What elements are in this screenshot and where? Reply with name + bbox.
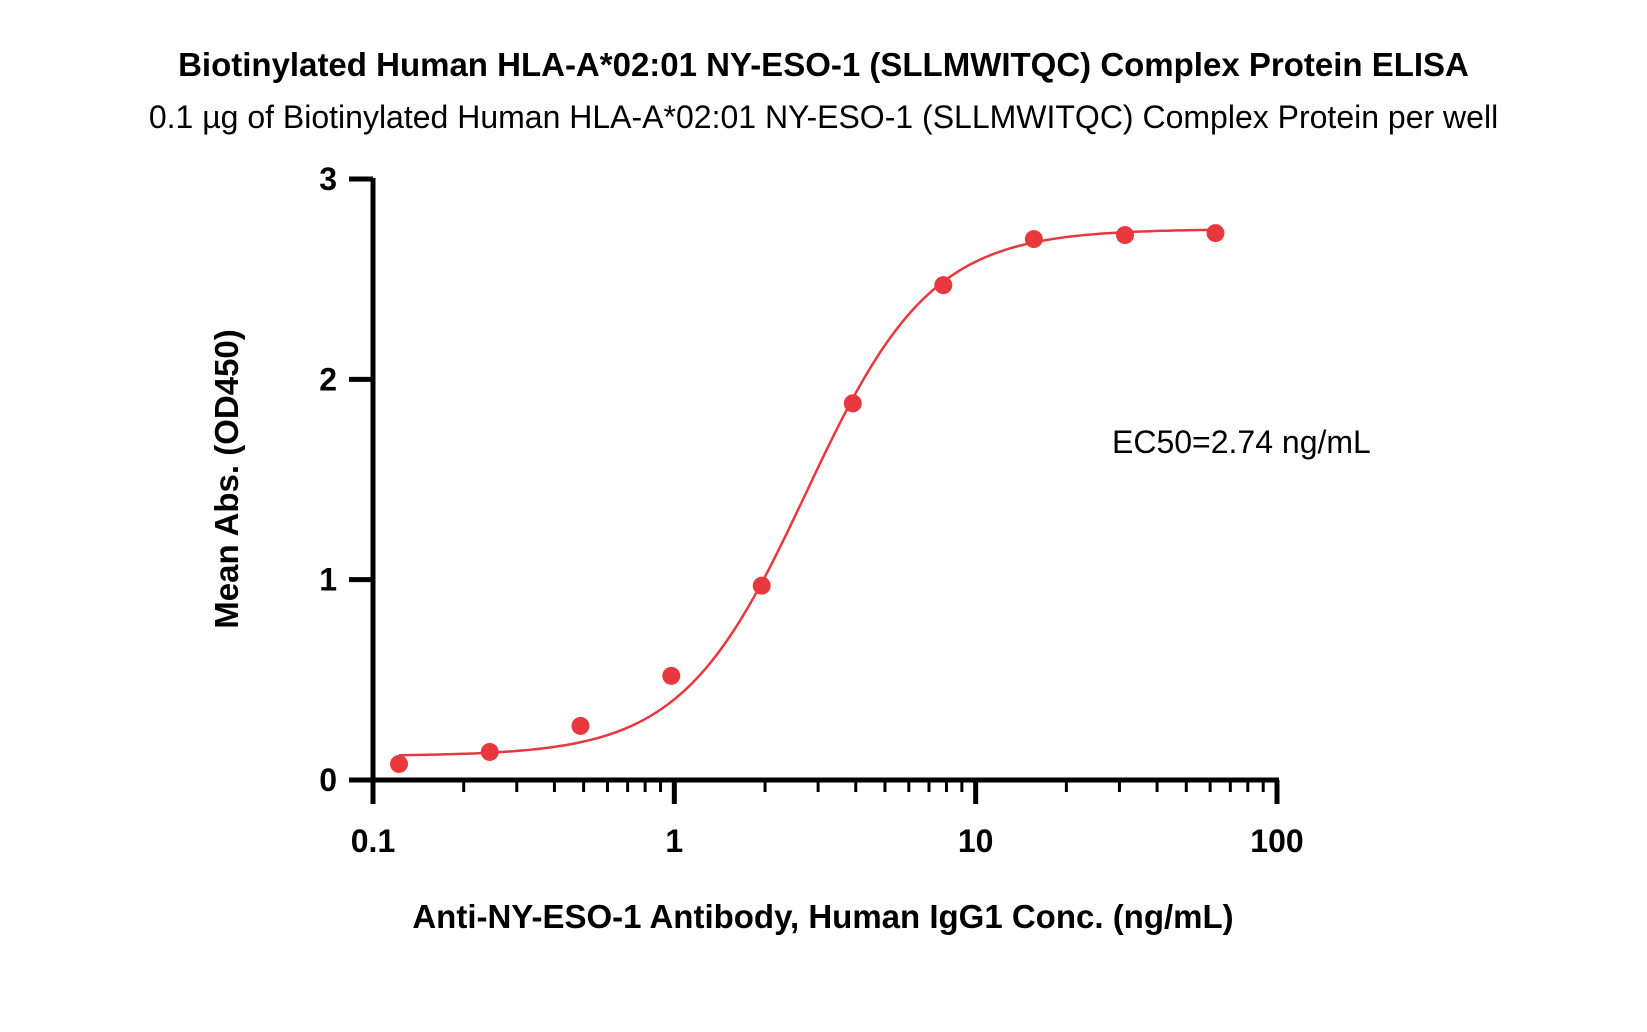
y-tick-label: 0 (319, 762, 337, 798)
x-tick-label: 1 (665, 823, 683, 859)
y-tick-label: 2 (319, 361, 337, 397)
ec50-annotation: EC50=2.74 ng/mL (1112, 424, 1371, 460)
y-axis-title: Mean Abs. (OD450) (208, 329, 245, 629)
fit-curve (399, 230, 1215, 755)
x-tick-label: 10 (958, 823, 994, 859)
data-point (934, 276, 952, 294)
data-point (662, 667, 680, 685)
axes (349, 178, 1279, 804)
points-layer (390, 224, 1224, 773)
x-tick-label: 0.1 (351, 823, 395, 859)
y-tick-label: 3 (319, 161, 337, 197)
data-point (1116, 226, 1134, 244)
data-point (390, 755, 408, 773)
labels-layer: 0 1 2 3 0.1 1 10 100 EC50=2.74 ng/mL Anti-NY-ESO-… (208, 161, 1371, 935)
data-point (844, 394, 862, 412)
data-point (571, 717, 589, 735)
fit-layer (399, 230, 1215, 755)
data-point (753, 577, 771, 595)
data-point (481, 743, 499, 761)
x-tick-label: 100 (1250, 823, 1303, 859)
y-tick-label: 1 (319, 562, 337, 598)
x-axis-title: Anti-NY-ESO-1 Antibody, Human IgG1 Conc.… (412, 898, 1233, 935)
data-point (1025, 230, 1043, 248)
data-point (1206, 224, 1224, 242)
